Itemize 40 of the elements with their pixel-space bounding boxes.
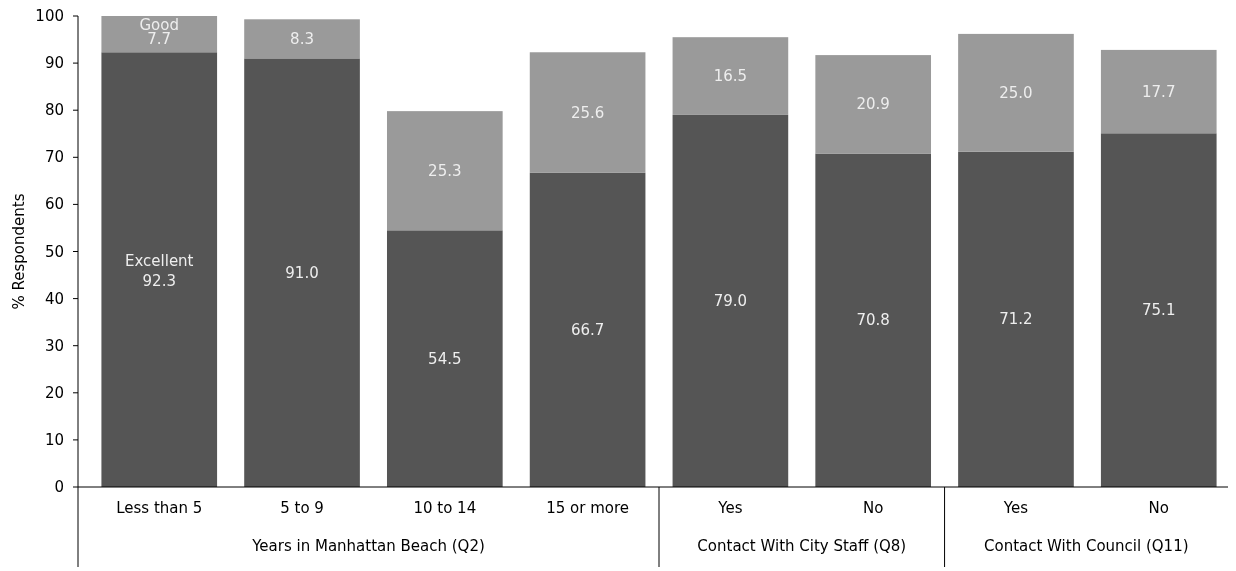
data-label: 91.0 xyxy=(285,263,319,282)
y-tick-label: 30 xyxy=(44,336,64,355)
y-tick-label: 60 xyxy=(44,195,64,214)
data-label: 70.8 xyxy=(856,311,890,330)
data-label: 75.1 xyxy=(1142,301,1176,320)
x-tick-label: No xyxy=(862,499,884,517)
series-label: Excellent xyxy=(124,251,194,270)
y-tick-label: 90 xyxy=(44,54,64,73)
x-tick-label: Yes xyxy=(717,499,743,517)
y-axis-title: % Respondents xyxy=(10,193,28,310)
data-label: 17.7 xyxy=(1142,82,1176,101)
data-label: 79.0 xyxy=(713,291,748,310)
y-tick-label: 10 xyxy=(44,430,64,449)
data-label: 8.3 xyxy=(290,29,314,48)
y-tick-label: 70 xyxy=(44,148,64,167)
data-label: 20.9 xyxy=(856,95,890,114)
text: Contact With City Staff (Q8) xyxy=(697,537,907,555)
data-label: 16.5 xyxy=(713,67,748,86)
y-tick-label: 20 xyxy=(44,383,64,402)
y-tick-label: 50 xyxy=(44,242,64,261)
data-label: 25.3 xyxy=(428,161,462,180)
y-tick-label: 80 xyxy=(44,101,64,120)
x-tick-label: 10 to 14 xyxy=(413,499,477,517)
y-tick-label: 40 xyxy=(44,289,64,308)
text: Contact With Council (Q11) xyxy=(984,537,1189,555)
data-label: 25.0 xyxy=(999,83,1033,102)
x-tick-label: Less than 5 xyxy=(116,499,203,517)
data-label: 25.6 xyxy=(570,103,605,122)
y-tick-label: 100 xyxy=(35,7,64,25)
data-label: 71.2 xyxy=(999,310,1033,329)
x-tick-label: No xyxy=(1148,499,1169,517)
x-tick-label: 15 or more xyxy=(546,499,630,517)
data-label: 54.5 xyxy=(428,349,462,368)
x-tick-label: Yes xyxy=(1002,499,1029,517)
text: Years in Manhattan Beach (Q2) xyxy=(251,537,485,555)
y-tick-label: 0 xyxy=(54,478,64,496)
x-tick-label: 5 to 9 xyxy=(280,499,324,517)
data-label: 92.3 xyxy=(142,271,176,290)
data-label: 7.7 xyxy=(147,30,172,48)
data-label: 66.7 xyxy=(570,320,605,339)
